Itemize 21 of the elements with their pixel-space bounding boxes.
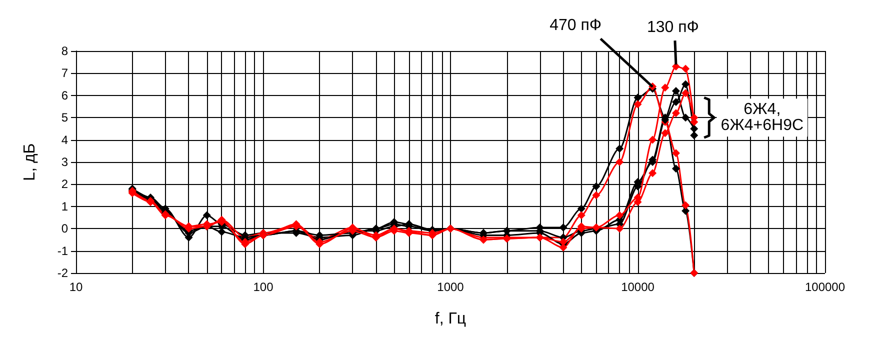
y-tick-label: 8 <box>61 44 68 58</box>
x-tick-label: 1000 <box>437 280 464 294</box>
y-tick-label: 3 <box>61 155 68 169</box>
y-tick-label: -1 <box>57 244 68 258</box>
x-tick-label: 10 <box>69 280 83 294</box>
y-tick-label: 2 <box>61 177 68 192</box>
annotation: 470 пФ <box>550 17 602 34</box>
y-tick-label: 1 <box>61 199 68 214</box>
y-tick-label: 7 <box>61 66 68 80</box>
annotation: 130 пФ <box>646 19 699 36</box>
y-tick-label: 6 <box>61 88 68 102</box>
y-tick-label: 5 <box>61 110 68 125</box>
y-axis-title: L, дБ <box>22 143 38 181</box>
annotation: 6Ж4, 6Ж4+6Н9С <box>720 101 804 134</box>
y-tick-label: 4 <box>61 132 68 147</box>
x-tick-label: 100000 <box>804 280 846 294</box>
x-axis-title: f, Гц <box>434 310 466 328</box>
x-tick-label: 10000 <box>621 280 655 294</box>
y-tick-label: -2 <box>57 266 68 280</box>
y-tick-label: 0 <box>61 222 68 236</box>
x-tick-label: 100 <box>253 280 274 294</box>
